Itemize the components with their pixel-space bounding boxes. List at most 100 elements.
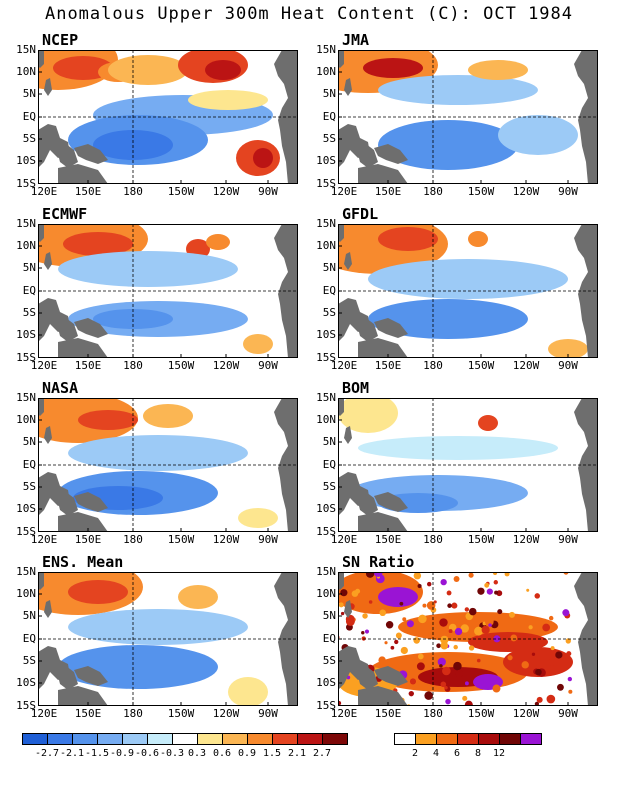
lat-tick-label: 5N xyxy=(322,435,336,448)
colorbar-label: -1.5 xyxy=(84,748,110,759)
lat-tick-label: 10N xyxy=(16,413,36,426)
sn-speckle xyxy=(340,611,345,616)
panel-label: NCEP xyxy=(42,31,79,49)
panel-label: ECMWF xyxy=(42,205,88,223)
lon-tick-label: 150W xyxy=(467,707,495,720)
lat-tick-label: 5N xyxy=(22,261,36,274)
anomaly-contour xyxy=(253,148,273,168)
lat-tick-label: 15N xyxy=(316,43,336,56)
anomaly-contour xyxy=(68,435,248,471)
sn-speckle xyxy=(453,644,458,650)
lon-tick-label: 150W xyxy=(467,359,495,372)
lon-tick-label: 180 xyxy=(423,533,443,546)
lon-tick-label: 120W xyxy=(512,707,540,720)
sn-speckle xyxy=(504,572,510,577)
lon-tick-label: 120W xyxy=(212,533,240,546)
sn-speckle xyxy=(448,629,453,634)
colorbar-swatch xyxy=(436,733,458,745)
map-panel: GFDL 15N 10N 5N EQ 5S 10S 15S 120E 150E 180 150W 120… xyxy=(316,205,598,372)
anomaly-contour xyxy=(468,60,528,80)
anomaly-map xyxy=(38,50,298,184)
sn-speckle xyxy=(476,658,481,663)
sn-speckle xyxy=(439,664,443,668)
lat-tick-label: EQ xyxy=(22,632,36,645)
colorbar-swatch xyxy=(478,733,500,745)
sn-speckle xyxy=(390,645,395,650)
lon-tick-label: 120W xyxy=(512,185,540,198)
colorbar-swatch xyxy=(197,733,223,745)
sn-speckle xyxy=(464,700,473,706)
anomaly-contour xyxy=(243,334,273,354)
anomaly-contour xyxy=(378,227,438,251)
figure-title: Anomalous Upper 300m Heat Content (C): O… xyxy=(44,4,574,24)
anomaly-contour xyxy=(178,585,218,609)
lat-tick-label: EQ xyxy=(322,458,336,471)
lon-tick-label: 150W xyxy=(167,359,195,372)
colorbar-label: 0.3 xyxy=(187,748,207,759)
colorbar-swatch xyxy=(415,733,437,745)
lat-tick-label: 15S xyxy=(16,177,36,190)
sn-speckle xyxy=(385,621,394,629)
anomaly-map xyxy=(38,398,298,532)
sn-speckle xyxy=(416,662,425,671)
lat-tick-label: 5S xyxy=(322,480,336,493)
colorbar-swatch xyxy=(457,733,479,745)
sn-speckle xyxy=(468,645,475,651)
sn-speckle xyxy=(378,656,386,664)
sn-speckle xyxy=(440,578,447,586)
sn-speckle xyxy=(442,666,451,676)
sn-speckle xyxy=(468,607,477,616)
anomaly-contour xyxy=(478,415,498,431)
lat-tick-label: 15S xyxy=(316,525,336,538)
colorbar-label: 4 xyxy=(432,748,440,759)
sn-speckle xyxy=(364,629,370,634)
lon-tick-label: 120W xyxy=(512,359,540,372)
lon-tick-label: 120E xyxy=(30,533,58,546)
lat-tick-label: 15N xyxy=(316,565,336,578)
anomaly-contour xyxy=(188,90,268,110)
sn-speckle xyxy=(534,593,541,599)
sn-speckle xyxy=(426,601,436,610)
colorbar-swatch xyxy=(499,733,521,745)
sn-speckle xyxy=(486,588,493,595)
sn-speckle xyxy=(413,637,420,644)
lon-tick-label: 150E xyxy=(74,185,102,198)
sn-speckle xyxy=(494,590,499,595)
lon-tick-label: 150W xyxy=(467,185,495,198)
sn-speckle xyxy=(413,572,422,580)
lat-tick-label: 5N xyxy=(22,435,36,448)
lat-tick-label: 5N xyxy=(22,87,36,100)
sn-speckle xyxy=(384,641,388,645)
lat-tick-label: 10S xyxy=(316,676,336,689)
sn-speckle xyxy=(455,669,464,678)
sn-speckle xyxy=(453,576,460,582)
lat-tick-label: EQ xyxy=(22,284,36,297)
colorbar-label: 8 xyxy=(474,748,482,759)
lat-tick-label: 15S xyxy=(16,351,36,364)
sn-speckle xyxy=(507,655,513,661)
anomaly-contour xyxy=(108,55,188,85)
sn-speckle xyxy=(562,609,570,617)
colorbar-swatch xyxy=(22,733,48,745)
colorbar-label: -2.7 xyxy=(34,748,60,759)
colorbar-swatch xyxy=(172,733,198,745)
sn-speckle xyxy=(418,614,427,624)
lon-tick-label: 150E xyxy=(74,533,102,546)
sn-speckle xyxy=(399,601,404,606)
lon-tick-label: 150W xyxy=(467,533,495,546)
lon-tick-label: 120E xyxy=(330,359,358,372)
lat-tick-label: 10S xyxy=(316,502,336,515)
lon-tick-label: 120W xyxy=(212,707,240,720)
lon-tick-label: 90W xyxy=(258,533,278,546)
sn-ratio-colorbar: 2 4 6 8 12 xyxy=(394,733,548,763)
sn-speckle xyxy=(440,641,449,650)
map-panel: JMA 15N 10N 5N EQ 5S 10S 15S 120E 150E 180 150W 120W… xyxy=(316,31,598,198)
colorbar-swatch xyxy=(147,733,173,745)
sn-speckle xyxy=(497,609,503,615)
sn-speckle xyxy=(395,632,402,639)
sn-speckle xyxy=(567,676,573,682)
sn-speckle xyxy=(474,626,484,636)
sn-speckle xyxy=(368,600,373,604)
anomaly-contour xyxy=(548,339,588,358)
anomaly-contour xyxy=(228,677,268,706)
